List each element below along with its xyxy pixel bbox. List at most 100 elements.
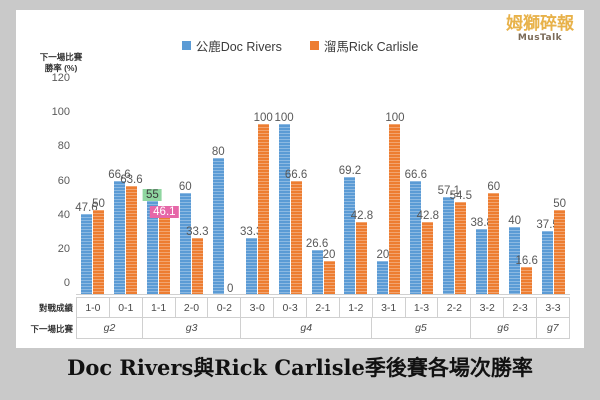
bar-group: 100 66.6: [274, 90, 307, 295]
data-label-0-2-series-1: 80: [211, 146, 225, 159]
category-table: 對戰成績 1-0 0-1 1-1 2-0 0-2 3-0 0-3 2-1 1-2 3-1 1-3 2-…: [30, 297, 570, 339]
category-cell: 0-1: [109, 298, 143, 318]
bar-2-2-series-1[interactable]: 57.1: [438, 185, 460, 295]
bar-1-0-series-2[interactable]: 50: [92, 198, 105, 295]
data-label-2-0-series-2: 33.3: [186, 226, 209, 239]
chart-card: 姆獅碎報 MusTalk 公鹿Doc Rivers 溜馬Rick Carlisl…: [16, 10, 584, 348]
bar-group: 47.6 50: [75, 90, 109, 295]
brand-logo-cjk: 姆獅碎報: [506, 14, 574, 34]
data-label-2-3-series-1: 40: [508, 214, 522, 227]
data-label-0-1-series-2: 63.6: [120, 174, 143, 187]
group-cell-g6: g6: [470, 318, 537, 339]
legend-label-series-1: 公鹿Doc Rivers: [195, 40, 282, 54]
data-label-1-1-series-1: 55: [142, 189, 162, 202]
bar-2-2-series-2[interactable]: 54.5: [450, 190, 472, 295]
category-cell: 3-1: [372, 298, 406, 318]
data-label-0-3-series-2: 66.6: [284, 169, 308, 182]
plot-area: 0 20 40 60 80 100 120 47.6 50 66.6 63.6 55 46.1 60 33…: [52, 72, 570, 295]
bar-2-0-series-1[interactable]: 60: [179, 181, 192, 295]
category-row-groups-header: 下一場比賽: [30, 323, 73, 334]
category-cell: 2-2: [438, 298, 472, 318]
bar-1-0-series-1[interactable]: 47.6: [75, 202, 98, 295]
bar-3-0-series-2[interactable]: 100: [254, 112, 273, 295]
bar-2-1-series-1[interactable]: 26.6: [306, 238, 328, 295]
data-label-2-1-series-2: 20: [322, 248, 336, 261]
bar-3-0-series-1[interactable]: 33.3: [240, 226, 262, 295]
bar-3-2-series-1[interactable]: 38.8: [471, 217, 493, 295]
legend-swatch-icon-orange: [309, 41, 319, 50]
bar-3-2-series-2[interactable]: 60: [487, 181, 500, 295]
bar-3-1-series-2[interactable]: 100: [385, 112, 405, 295]
bar-group: 55 46.1: [142, 90, 179, 295]
bar-0-3-series-1[interactable]: 100: [275, 112, 294, 295]
data-label-0-1-series-1: 66.6: [108, 169, 131, 182]
bar-1-1-series-2[interactable]: 46.1: [150, 206, 179, 295]
bar-2-3-series-1[interactable]: 40: [508, 215, 521, 295]
bar-groups: 47.6 50 66.6 63.6 55 46.1 60 33.3 80 0 33.3 100 100 6…: [75, 90, 570, 295]
category-cell: 2-0: [175, 298, 209, 318]
data-label-1-0-series-2: 50: [92, 197, 105, 210]
bar-1-3-series-2[interactable]: 42.8: [417, 210, 439, 295]
data-label-1-3-series-2: 42.8: [416, 209, 440, 222]
data-label-3-0-series-1: 33.3: [239, 226, 263, 239]
bar-3-3-series-1[interactable]: 37.5: [536, 219, 559, 295]
legend-swatch-icon-blue: [181, 41, 191, 50]
bar-2-1-series-2[interactable]: 20: [323, 249, 335, 295]
data-label-2-3-series-2: 16.6: [515, 254, 538, 267]
category-cell: 3-0: [241, 298, 275, 318]
category-cell: 2-3: [504, 298, 538, 318]
bar-3-3-series-2[interactable]: 50: [553, 198, 566, 295]
group-cell-g4: g4: [241, 318, 373, 339]
data-label-3-1-series-1: 20: [376, 248, 390, 261]
bar-group: 33.3 100: [240, 90, 274, 295]
category-row-records-header: 對戰成績: [38, 303, 73, 313]
data-label-3-3-series-1: 37.5: [536, 218, 559, 231]
chart-legend: 公鹿Doc Rivers 溜馬Rick Carlisle: [16, 36, 584, 55]
legend-item-series-1[interactable]: 公鹿Doc Rivers: [181, 36, 282, 55]
bar-0-2-series-1[interactable]: 80: [212, 146, 225, 295]
bar-group: 69.2 42.8: [339, 90, 373, 295]
bar-group: 26.6 20: [306, 90, 340, 295]
bar-1-1-series-1[interactable]: 55: [142, 189, 162, 295]
group-cell-g2: g2: [77, 318, 143, 339]
category-cell: 0-3: [274, 298, 308, 318]
data-label-3-2-series-1: 38.8: [470, 216, 493, 229]
bar-1-2-series-1[interactable]: 69.2: [339, 165, 361, 295]
bar-group: 20 100: [372, 90, 405, 295]
bar-0-3-series-2[interactable]: 66.6: [285, 169, 307, 295]
data-label-1-3-series-1: 66.6: [404, 169, 428, 182]
category-cell: 2-1: [307, 298, 340, 318]
category-cell: 0-2: [208, 298, 242, 318]
bar-1-3-series-1[interactable]: 66.6: [405, 169, 427, 295]
bar-group: 66.6 63.6: [108, 90, 143, 295]
data-label-1-1-series-2: 46.1: [150, 206, 179, 219]
legend-item-series-2[interactable]: 溜馬Rick Carlisle: [309, 36, 419, 55]
legend-label-series-2: 溜馬Rick Carlisle: [323, 40, 419, 54]
data-label-3-3-series-2: 50: [553, 197, 566, 210]
data-label-2-2-series-2: 54.5: [449, 189, 472, 202]
brand-logo-roman: MusTalk: [517, 33, 563, 43]
bar-group: 40 16.6: [504, 90, 538, 295]
brand-logo: 姆獅碎報 MusTalk: [502, 16, 578, 43]
category-row-records: 對戰成績 1-0 0-1 1-1 2-0 0-2 3-0 0-3 2-1 1-2 3-1 1-3 2-…: [39, 298, 569, 318]
y-axis-tick-20: 20: [57, 242, 70, 255]
y-axis-title: 下一場比賽 勝率 (%): [30, 52, 92, 73]
category-row-groups: 下一場比賽 g2 g3 g4 g5 g6 g7: [30, 318, 570, 339]
data-label-1-2-series-2: 42.8: [350, 209, 374, 222]
category-cell: 1-1: [142, 298, 176, 318]
bar-1-2-series-2[interactable]: 42.8: [351, 210, 373, 295]
bar-group: 60 33.3: [175, 90, 208, 295]
bar-2-3-series-2[interactable]: 16.6: [515, 255, 538, 295]
bar-0-1-series-2[interactable]: 63.6: [120, 174, 143, 295]
category-cell: 1-0: [77, 298, 110, 318]
y-axis-title-line1: 下一場比賽: [39, 52, 83, 62]
y-axis-tick-120: 120: [51, 72, 70, 84]
bar-0-1-series-1[interactable]: 66.6: [108, 169, 131, 295]
chart-bottom-title: Doc Rivers與Rick Carlisle季後賽各場次勝率: [67, 355, 533, 380]
bar-2-0-series-2[interactable]: 33.3: [186, 226, 208, 295]
data-label-1-0-series-1: 47.6: [75, 201, 98, 214]
bar-3-1-series-1[interactable]: 20: [377, 249, 389, 295]
category-cell: 3-2: [471, 298, 505, 318]
bar-group: 80 0: [208, 90, 241, 295]
